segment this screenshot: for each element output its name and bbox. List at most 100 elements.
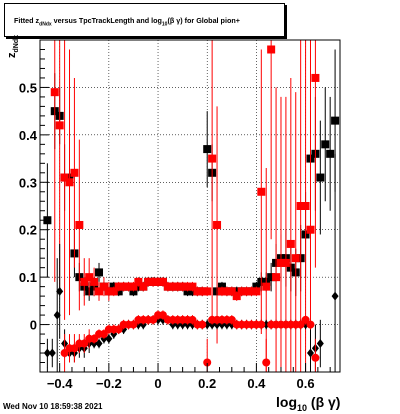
chart-title-box: Fitted zdNdx versus TpcTrackLength and l…: [4, 3, 285, 37]
data-point: [55, 121, 64, 130]
y-tick-label: 0.4: [19, 128, 38, 143]
y-axis-label: zdNdx: [6, 35, 20, 58]
y-tick-label: 0.2: [19, 223, 37, 238]
x-tick-label: 0.6: [297, 376, 315, 391]
chart-title: Fitted zdNdx versus TpcTrackLength and l…: [14, 16, 240, 27]
data-point: [213, 220, 222, 229]
data-point: [306, 320, 315, 329]
y-tick-label: 0.5: [19, 80, 37, 95]
x-axis-label-main: log: [276, 394, 297, 410]
x-axis-label-tail: (β γ): [310, 394, 341, 410]
data-point: [173, 282, 182, 291]
data-point: [163, 282, 172, 291]
data-point: [95, 268, 104, 277]
data-point: [316, 339, 324, 349]
data-point: [43, 348, 51, 358]
data-point: [247, 287, 256, 296]
data-point: [129, 320, 138, 329]
data-point: [90, 334, 99, 343]
data-point: [70, 168, 79, 177]
data-point: [119, 282, 128, 291]
data-point: [129, 282, 138, 291]
data-point: [114, 282, 123, 291]
data-point: [306, 225, 315, 234]
data-point: [291, 254, 300, 263]
data-point: [183, 282, 192, 291]
data-point: [252, 287, 261, 296]
x-tick-label: 0: [154, 376, 161, 391]
data-point: [326, 149, 335, 158]
data-point: [90, 277, 99, 286]
data-point: [262, 358, 271, 367]
data-point: [144, 277, 153, 286]
data-point: [134, 277, 143, 286]
data-point: [95, 287, 104, 296]
data-point: [296, 202, 305, 210]
title-part-2: versus TpcTrackLength and log: [51, 16, 162, 25]
data-point: [311, 73, 320, 82]
title-part-1: Fitted z: [14, 16, 40, 25]
data-point: [193, 287, 202, 296]
data-point: [272, 273, 281, 282]
x-tick-label: 0.4: [247, 376, 266, 391]
data-point: [48, 348, 56, 358]
data-point: [65, 178, 74, 187]
data-point: [227, 287, 236, 296]
y-tick-label: 0: [30, 318, 37, 333]
data-point: [56, 286, 64, 296]
data-point: [114, 325, 123, 334]
data-point: [99, 330, 108, 339]
y-tick-label: 0.3: [19, 175, 37, 190]
data-point: [306, 348, 314, 358]
x-axis-label-sub: 10: [297, 402, 308, 413]
data-point: [53, 310, 61, 320]
data-point: [149, 315, 158, 324]
data-point: [60, 349, 69, 358]
data-point: [154, 277, 163, 286]
data-point: [267, 273, 276, 282]
data-point: [95, 339, 103, 349]
data-point: [158, 311, 167, 320]
data-point: [311, 353, 320, 362]
data-point: [257, 320, 266, 329]
data-point: [237, 287, 246, 296]
data-point: [281, 258, 290, 267]
data-point: [296, 320, 305, 329]
data-point: [331, 116, 340, 125]
x-tick-label: −0.2: [96, 376, 122, 391]
data-point: [227, 315, 236, 324]
data-point: [80, 339, 89, 348]
data-point: [217, 287, 226, 296]
data-point: [188, 315, 197, 324]
data-point: [232, 292, 241, 301]
data-point: [158, 277, 167, 286]
data-point: [301, 315, 310, 324]
data-point: [109, 287, 118, 296]
data-point: [203, 358, 212, 367]
data-point: [331, 291, 339, 301]
data-point: [198, 320, 207, 329]
data-point: [50, 88, 59, 97]
data-point: [208, 154, 217, 163]
data-point: [321, 140, 330, 149]
y-axis-label-sub: dNdx: [13, 35, 21, 53]
data-point: [43, 216, 52, 225]
data-point: [198, 287, 207, 296]
data-point: [262, 282, 271, 291]
data-point: [203, 287, 212, 296]
data-point: [267, 45, 276, 54]
y-axis-label-main: z: [6, 52, 18, 59]
plot-area: [40, 40, 340, 372]
x-axis-label: log10 (β γ): [276, 394, 340, 413]
data-point: [80, 277, 89, 286]
data-point: [168, 282, 177, 291]
plot-frame: [39, 39, 341, 373]
title-part-3: (β γ) for Global pion+: [167, 16, 240, 25]
data-point: [188, 282, 197, 291]
data-point: [75, 220, 84, 229]
data-point: [257, 187, 266, 196]
title-sub-2: 10: [161, 21, 168, 28]
data-point: [104, 287, 113, 296]
data-point: [222, 287, 231, 296]
